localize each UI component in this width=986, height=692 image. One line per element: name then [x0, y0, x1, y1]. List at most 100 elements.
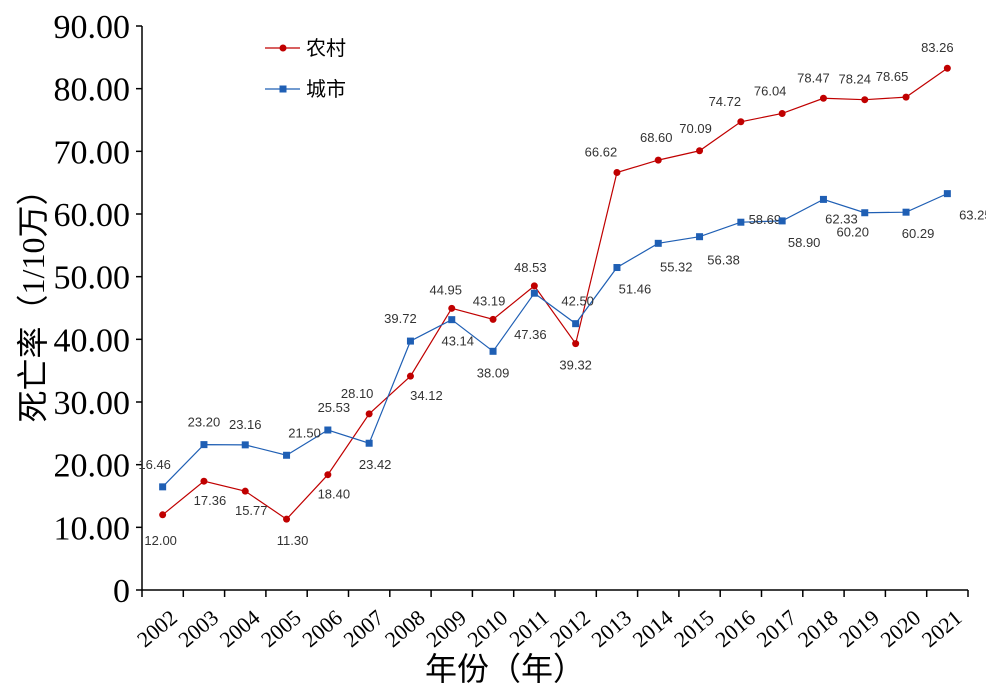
data-label: 44.95: [429, 282, 462, 297]
y-tick-label: 80.00: [54, 72, 131, 109]
data-point: [200, 477, 208, 485]
data-label: 70.09: [679, 121, 712, 136]
data-point: [241, 487, 249, 495]
data-point: [406, 337, 414, 345]
x-tick-label: 2008: [380, 605, 430, 652]
data-point: [902, 208, 910, 216]
data-label: 16.46: [138, 457, 171, 472]
data-point: [613, 264, 621, 272]
data-point: [159, 511, 167, 519]
series-line-rural: [162, 67, 948, 520]
data-point: [943, 64, 951, 72]
x-tick-label: 2014: [628, 605, 678, 652]
data-label: 66.62: [585, 145, 618, 160]
data-label: 42.50: [561, 294, 594, 309]
data-label: 11.30: [277, 533, 309, 548]
data-point: [654, 156, 662, 164]
data-point: [819, 195, 827, 203]
legend-label: 城市: [306, 77, 346, 101]
data-point: [530, 282, 538, 290]
data-point: [365, 410, 373, 418]
legend-label: 农村: [306, 36, 346, 60]
data-label: 39.32: [559, 358, 592, 373]
x-tick-label: 2013: [586, 605, 636, 652]
y-tick-label: 40.00: [54, 322, 131, 359]
data-point: [861, 209, 869, 217]
x-tick-label: 2003: [173, 605, 223, 652]
data-point: [572, 320, 580, 328]
data-point: [696, 233, 704, 241]
data-label: 23.16: [229, 417, 262, 432]
data-label: 17.36: [194, 493, 227, 508]
data-point: [365, 439, 373, 447]
data-point: [200, 441, 208, 449]
data-label: 51.46: [619, 282, 652, 297]
x-tick-label: 2016: [710, 605, 760, 652]
data-label: 58.69: [749, 212, 782, 227]
y-tick-label: 10.00: [54, 510, 131, 547]
data-point: [654, 239, 662, 247]
legend-marker: [279, 44, 287, 52]
x-tick-label: 2017: [752, 605, 802, 652]
data-point: [283, 515, 291, 523]
data-label: 48.53: [514, 260, 547, 275]
x-tick-label: 2018: [793, 605, 843, 652]
series-line-urban: [162, 193, 948, 488]
data-point: [819, 94, 827, 102]
x-tick-label: 2015: [669, 605, 719, 652]
data-point: [324, 471, 332, 479]
data-label: 12.00: [144, 533, 177, 548]
data-label: 60.20: [836, 225, 869, 240]
data-label: 78.65: [876, 69, 909, 84]
y-tick-label: 0: [113, 573, 130, 610]
x-axis-title: 年份（年）: [425, 651, 585, 687]
data-label: 76.04: [754, 83, 787, 98]
data-point: [613, 169, 621, 177]
data-label: 43.14: [441, 334, 474, 349]
y-tick-label: 20.00: [54, 448, 131, 485]
data-label: 18.40: [318, 487, 351, 502]
data-label: 55.32: [660, 259, 693, 274]
y-axis-title: 死亡率（1/10万）: [15, 174, 51, 423]
data-point: [159, 483, 167, 491]
data-point: [530, 289, 538, 297]
data-label: 23.20: [188, 415, 221, 430]
data-point: [324, 426, 332, 434]
data-point: [283, 451, 291, 459]
x-tick-label: 2009: [421, 605, 471, 652]
data-point: [448, 316, 456, 324]
y-tick-label: 90.00: [54, 9, 131, 46]
x-tick-label: 2006: [297, 605, 347, 652]
data-label: 15.77: [235, 503, 268, 518]
data-point: [241, 441, 249, 449]
data-label: 34.12: [410, 388, 443, 403]
data-point: [448, 304, 456, 312]
data-label: 83.26: [921, 40, 954, 55]
data-label: 39.72: [384, 311, 417, 326]
data-point: [489, 315, 497, 323]
data-label: 38.09: [477, 365, 510, 380]
data-point: [778, 109, 786, 117]
legend-marker: [279, 85, 287, 93]
data-point: [778, 217, 786, 225]
y-tick-label: 50.00: [54, 260, 131, 297]
data-label: 62.33: [825, 211, 858, 226]
x-tick-label: 2021: [917, 605, 967, 652]
data-point: [737, 118, 745, 126]
data-label: 56.38: [707, 253, 740, 268]
data-label: 58.90: [788, 235, 821, 250]
data-point: [737, 218, 745, 226]
data-label: 63.25: [959, 208, 986, 223]
x-tick-label: 2010: [462, 605, 512, 652]
data-label: 28.10: [341, 386, 374, 401]
data-label: 23.42: [359, 457, 392, 472]
y-tick-label: 60.00: [54, 197, 131, 234]
data-label: 60.29: [902, 226, 935, 241]
data-label: 74.72: [709, 94, 742, 109]
data-label: 78.47: [797, 70, 830, 85]
data-label: 68.60: [640, 130, 673, 145]
x-tick-label: 2005: [256, 605, 306, 652]
data-label: 78.24: [838, 72, 871, 87]
